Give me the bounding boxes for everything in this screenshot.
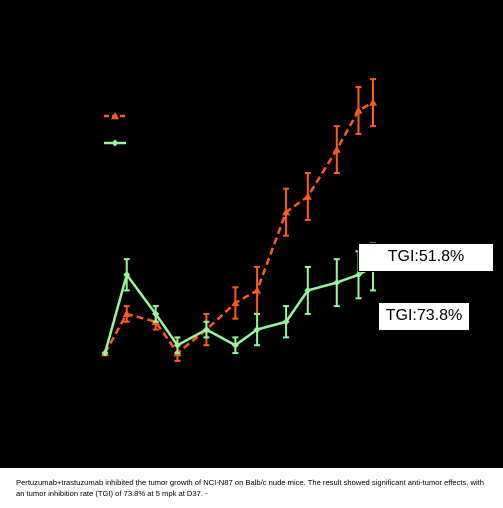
series-2-point-5 [202,326,210,334]
series-1-point-8 [282,208,291,216]
series-1-line [103,101,374,355]
legend-marker-1 [111,112,119,120]
series-2-point-2 [123,271,131,279]
series-1-point-10 [332,145,341,153]
series-2-point-1 [101,349,109,357]
series-2-point-3 [152,310,160,318]
series-2-point-11 [355,271,363,279]
series-1-point-11 [354,106,363,114]
series-2-point-8 [282,318,290,326]
line-chart [101,78,377,362]
series-2-point-4 [173,341,181,349]
series-2-point-6 [231,341,239,349]
series-2-line [103,265,374,354]
series-2-point-9 [304,286,312,294]
tgi-annotation-1: TGI:51.8% [358,243,494,272]
legend-marker-2 [111,139,119,147]
tgi-annotation-2: TGI:73.8% [378,302,470,331]
series-1-point-9 [303,192,312,200]
chart-panel [0,0,503,468]
series-1-point-2 [122,309,131,318]
series-1-point-6 [231,298,240,307]
figure-caption: Pertuzumab+trastuzumab inhibited the tum… [16,478,485,498]
series-2-point-7 [253,326,261,334]
series-2-point-10 [333,279,341,287]
series-1-point-7 [253,286,262,294]
series-1-point-12 [369,98,377,106]
